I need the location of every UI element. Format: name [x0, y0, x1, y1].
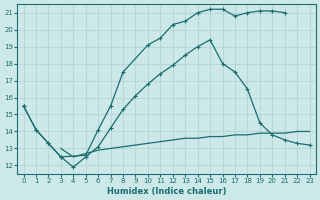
X-axis label: Humidex (Indice chaleur): Humidex (Indice chaleur) [107, 187, 226, 196]
